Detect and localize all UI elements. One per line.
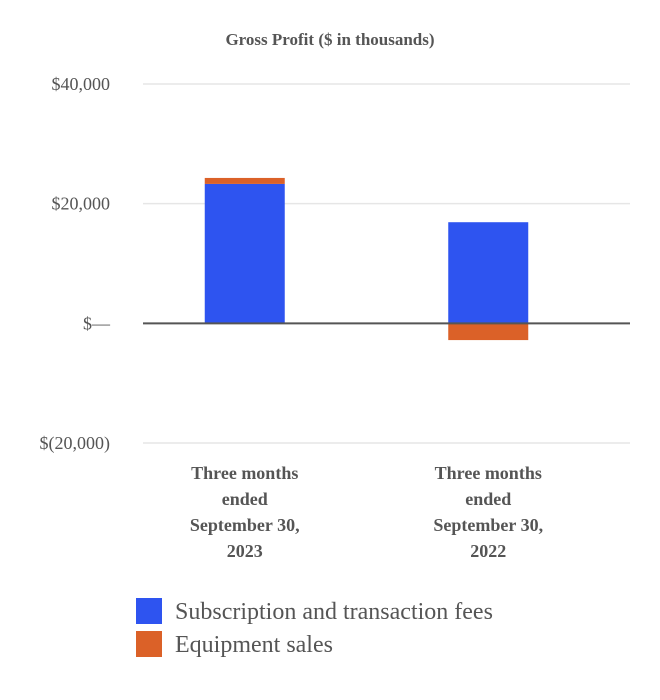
legend-swatch: [136, 631, 162, 657]
x-tick-label: Three months ended September 30, 2023: [190, 463, 300, 561]
bars: [204, 177, 529, 341]
y-tick-label: $(20,000): [40, 433, 111, 454]
y-tick-label: $—: [83, 313, 111, 333]
bar-segment: [204, 177, 285, 184]
bar-segment: [448, 222, 529, 324]
bar-segment: [448, 323, 529, 341]
legend: Subscription and transaction fees Equipme…: [136, 598, 493, 658]
y-axis-ticks: $40,000 $20,000 $— $(20,000): [40, 74, 112, 454]
y-tick-label: $20,000: [52, 194, 111, 214]
bar-segment: [204, 183, 285, 324]
legend-swatch: [136, 598, 162, 624]
x-tick-label: Three months ended September 30, 2022: [433, 463, 543, 561]
x-axis-ticks: Three months ended September 30, 2023 Three …: [190, 463, 543, 561]
legend-label: Subscription and transaction fees: [175, 599, 493, 625]
y-tick-label: $40,000: [52, 74, 111, 94]
chart-title: Gross Profit ($ in thousands): [225, 30, 434, 49]
legend-label: Equipment sales: [175, 632, 333, 658]
